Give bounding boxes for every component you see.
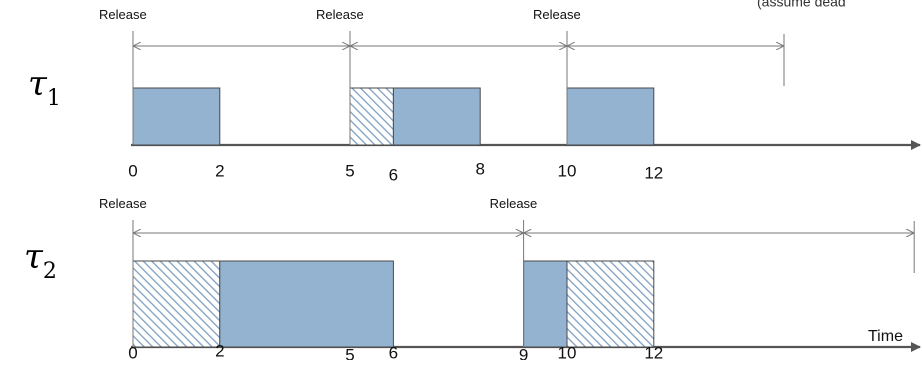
tick-label: 10	[558, 343, 577, 360]
tick-label: 9	[519, 345, 528, 360]
time-axis-label: Time	[868, 328, 903, 345]
tick-label: 8	[475, 159, 484, 178]
deadline-note: (assume dead	[757, 0, 846, 10]
task-label: τ2	[24, 237, 57, 284]
task-tau1-timeline: τ1 Release Release Release 0 2 5 6 8 10 12	[28, 7, 921, 184]
release-label: Release	[316, 7, 364, 22]
execution-block-hatched	[132, 260, 221, 348]
tick-label: 5	[345, 161, 354, 180]
tick-label: 6	[389, 343, 398, 360]
execution-block	[566, 87, 655, 146]
tick-label: 0	[128, 161, 137, 180]
task-symbol: τ	[24, 237, 44, 277]
tick-label: 12	[644, 163, 663, 182]
release-label: Release	[533, 7, 581, 22]
task-subscript: 1	[47, 86, 61, 111]
release-label: Release	[99, 7, 147, 22]
tick-label: 2	[215, 161, 224, 180]
execution-block	[219, 260, 394, 348]
release-label: Release	[490, 196, 538, 211]
execution-block-hatched	[349, 87, 394, 146]
task-symbol: τ	[28, 64, 48, 104]
tick-label: 0	[128, 343, 137, 360]
tick-label: 5	[345, 345, 354, 360]
tick-label: 10	[558, 161, 577, 180]
execution-block	[132, 87, 221, 146]
tick-label: 2	[215, 341, 224, 360]
execution-block	[523, 260, 568, 348]
task-label: τ1	[28, 64, 61, 111]
tick-label: 6	[389, 165, 398, 184]
task-subscript: 2	[43, 259, 57, 284]
execution-block	[392, 87, 481, 146]
execution-block-hatched	[566, 260, 655, 348]
tick-label: 12	[644, 343, 663, 360]
release-label: Release	[99, 196, 147, 211]
